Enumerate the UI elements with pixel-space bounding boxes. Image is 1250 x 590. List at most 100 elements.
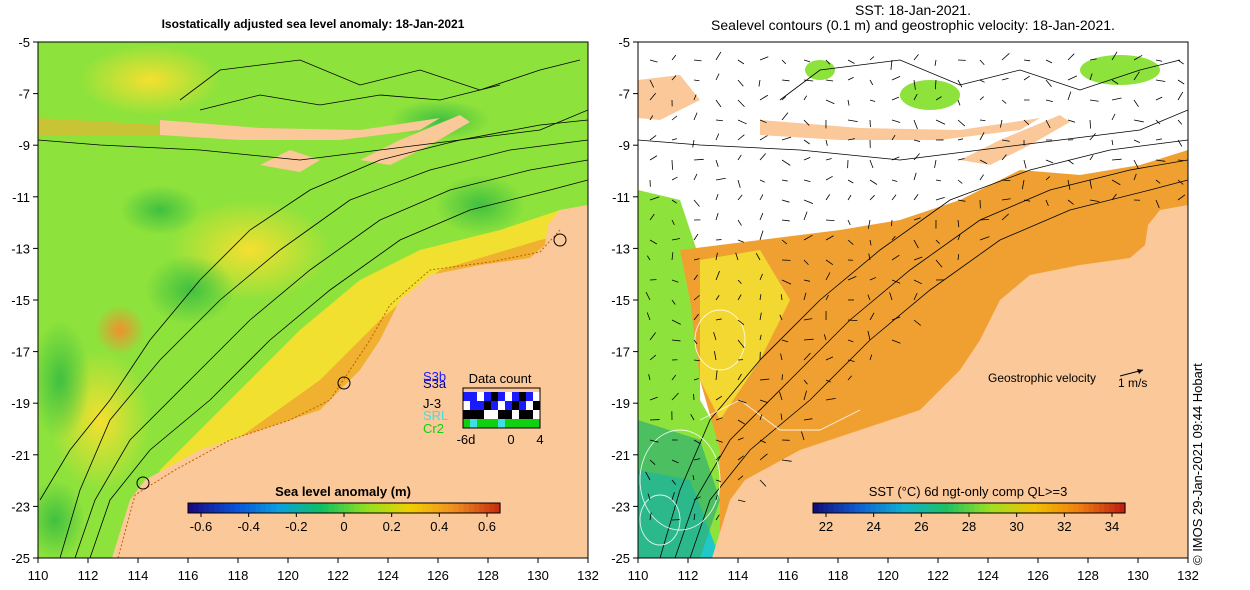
left-map-tide-gauge[interactable] xyxy=(553,233,567,247)
velocity-arrow xyxy=(781,179,788,182)
velocity-arrow xyxy=(649,239,658,245)
velocity-arrow xyxy=(737,399,747,404)
velocity-arrow xyxy=(891,279,901,284)
velocity-arrow xyxy=(803,59,811,63)
velocity-arrow xyxy=(979,59,985,66)
velocity-arrow xyxy=(1133,54,1143,61)
right-colorbar-segment xyxy=(1067,503,1074,513)
left-x-tick-label: 128 xyxy=(477,568,499,583)
velocity-arrow xyxy=(759,312,762,321)
velocity-arrow xyxy=(867,294,871,301)
velocity-arrow xyxy=(737,99,745,108)
velocity-arrow xyxy=(979,132,985,141)
velocity-arrow xyxy=(649,115,654,121)
velocity-arrow xyxy=(803,418,813,421)
velocity-arrow xyxy=(759,56,769,61)
right-colorbar-tick-label: 32 xyxy=(1057,519,1071,534)
right-colorbar-segment xyxy=(1083,503,1090,513)
velocity-arrow xyxy=(715,99,722,108)
velocity-arrow xyxy=(913,54,919,61)
right-y-tick-label: -5 xyxy=(618,35,630,50)
data-count-mission-label: SRL xyxy=(423,408,448,423)
data-count-cell xyxy=(491,392,498,401)
left-panel-title: Isostatically adjusted sea level anomaly… xyxy=(161,17,465,31)
velocity-arrow xyxy=(713,350,717,361)
velocity-arrow xyxy=(649,512,652,521)
velocity-arrow xyxy=(847,194,852,201)
velocity-arrow xyxy=(737,59,745,65)
data-count-cell xyxy=(526,392,533,401)
right-colorbar-segment xyxy=(1047,503,1053,513)
velocity-arrow xyxy=(671,492,675,501)
velocity-arrow xyxy=(671,159,673,170)
left-colorbar-tick-label: 0.6 xyxy=(478,519,496,534)
right-y-tick-label: -25 xyxy=(611,551,630,566)
velocity-arrow xyxy=(935,197,945,201)
velocity-arrow xyxy=(869,277,877,281)
velocity-arrow xyxy=(1133,139,1141,143)
data-count-cell xyxy=(526,410,533,419)
left-map-tide-gauge[interactable] xyxy=(337,376,351,390)
left-map-tide-gauge[interactable] xyxy=(136,476,150,490)
velocity-arrow xyxy=(803,318,813,321)
left-colorbar: Sea level anomaly (m) -0.6 -0.4 -0.2 0 0.2 0.… xyxy=(187,484,501,534)
velocity-arrow xyxy=(693,313,699,321)
velocity-arrow xyxy=(825,219,835,222)
velocity-arrow xyxy=(649,459,656,465)
data-count-cell xyxy=(477,419,484,428)
right-colorbar: SST (°C) 6d ngt-only comp QL>=3 22 24 26 28… xyxy=(812,484,1126,534)
right-colorbar-segment xyxy=(880,503,887,513)
velocity-arrow xyxy=(781,199,790,203)
left-colorbar-segment xyxy=(468,503,475,513)
velocity-arrow xyxy=(1089,179,1092,189)
velocity-arrow xyxy=(1045,119,1051,129)
data-count-mission-label: S3b xyxy=(423,369,446,384)
data-count-cell xyxy=(505,401,512,410)
velocity-arrow xyxy=(693,158,704,161)
velocity-arrow xyxy=(671,392,679,401)
velocity-arrow xyxy=(847,119,858,123)
left-colorbar-segment xyxy=(474,503,480,513)
right-map-white-contours xyxy=(639,309,861,546)
right-colorbar-segment xyxy=(896,503,902,513)
velocity-arrow xyxy=(713,332,717,341)
velocity-arrow xyxy=(759,399,769,404)
velocity-arrow xyxy=(823,334,827,341)
right-axes: 110 112 114 116 118 120 122 124 126 128 130 132 -5 -7… xyxy=(611,35,1199,583)
velocity-arrow xyxy=(1177,179,1184,185)
data-count-cell xyxy=(519,401,526,410)
velocity-arrow xyxy=(1133,71,1140,81)
velocity-arrow xyxy=(693,458,701,461)
velocity-arrow xyxy=(715,51,722,61)
velocity-arrow xyxy=(891,134,896,141)
velocity-arrow xyxy=(825,259,834,266)
left-colorbar-segment xyxy=(292,503,298,513)
velocity-arrow xyxy=(1089,154,1094,161)
right-x-tick-label: 124 xyxy=(977,568,999,583)
left-colorbar-segment xyxy=(422,503,428,513)
left-colorbar-segment xyxy=(479,503,485,513)
velocity-arrow xyxy=(1111,139,1114,146)
right-map-sst-patch xyxy=(1080,55,1160,85)
velocity-arrow xyxy=(847,239,854,245)
right-colorbar-segment xyxy=(849,503,856,513)
left-colorbar-segment xyxy=(318,503,324,513)
right-colorbar-segment xyxy=(1088,503,1095,513)
left-colorbar-segment xyxy=(390,503,397,513)
velocity-arrow xyxy=(803,352,811,361)
velocity-arrow xyxy=(1177,119,1183,125)
right-map-sst-patch xyxy=(900,80,960,110)
velocity-arrow xyxy=(693,79,700,82)
left-x-tick-label: 124 xyxy=(377,568,399,583)
left-colorbar-segment xyxy=(333,503,340,513)
left-y-tick-label: -7 xyxy=(18,87,30,102)
right-colorbar-segment xyxy=(1062,503,1069,513)
velocity-arrow xyxy=(649,354,657,361)
left-colorbar-segment xyxy=(271,503,277,513)
right-colorbar-segment xyxy=(958,503,965,513)
velocity-arrow xyxy=(759,153,766,161)
left-colorbar-tick-label: 0.2 xyxy=(383,519,401,534)
data-count-cell xyxy=(505,419,512,428)
left-colorbar-segment xyxy=(489,503,496,513)
velocity-arrow xyxy=(693,339,698,345)
